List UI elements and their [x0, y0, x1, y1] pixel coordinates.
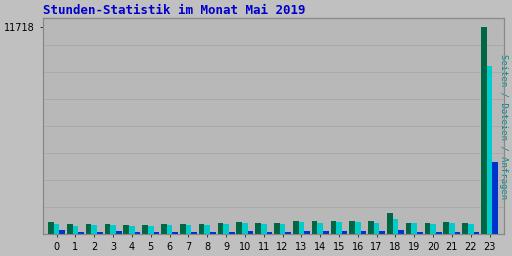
Bar — [323, 231, 329, 234]
Bar — [59, 230, 65, 234]
Bar — [298, 222, 304, 234]
Bar — [204, 225, 210, 234]
Bar — [379, 231, 385, 234]
Bar — [417, 232, 423, 234]
Bar — [191, 232, 197, 234]
Bar — [336, 222, 342, 234]
Bar — [92, 225, 97, 234]
Bar — [86, 224, 92, 234]
Bar — [67, 225, 73, 234]
Bar — [280, 225, 285, 234]
Bar — [342, 231, 348, 234]
Bar — [180, 224, 185, 234]
Bar — [242, 223, 248, 234]
Bar — [185, 225, 191, 234]
Bar — [129, 226, 135, 234]
Bar — [54, 223, 59, 234]
Bar — [223, 224, 229, 234]
Bar — [123, 225, 129, 234]
Bar — [218, 223, 223, 234]
Bar — [267, 232, 272, 234]
Bar — [468, 224, 474, 234]
Bar — [462, 223, 468, 234]
Bar — [135, 232, 140, 234]
Bar — [424, 223, 430, 234]
Bar — [449, 223, 455, 234]
Bar — [455, 232, 460, 234]
Bar — [398, 230, 404, 234]
Bar — [48, 222, 54, 234]
Bar — [167, 225, 173, 234]
Bar — [261, 224, 267, 234]
Bar — [255, 222, 261, 234]
Y-axis label: Seiten / Dateien / Anfragen: Seiten / Dateien / Anfragen — [499, 54, 508, 199]
Bar — [285, 232, 291, 234]
Bar — [97, 232, 103, 234]
Bar — [374, 222, 379, 234]
Bar — [349, 221, 355, 234]
Bar — [436, 232, 441, 234]
Bar — [368, 221, 374, 234]
Text: Stunden-Statistik im Monat Mai 2019: Stunden-Statistik im Monat Mai 2019 — [42, 4, 305, 17]
Bar — [248, 231, 253, 234]
Bar — [142, 225, 148, 234]
Bar — [229, 232, 234, 234]
Bar — [293, 221, 298, 234]
Bar — [161, 224, 167, 234]
Bar — [387, 213, 393, 234]
Bar — [304, 231, 310, 234]
Bar — [406, 222, 412, 234]
Bar — [173, 232, 178, 234]
Bar — [78, 232, 84, 234]
Bar — [331, 221, 336, 234]
Bar — [481, 27, 487, 234]
Bar — [355, 222, 360, 234]
Bar — [148, 226, 154, 234]
Bar — [487, 66, 493, 234]
Bar — [474, 232, 479, 234]
Bar — [154, 232, 159, 234]
Bar — [312, 221, 317, 234]
Bar — [493, 162, 498, 234]
Bar — [443, 222, 449, 234]
Bar — [430, 224, 436, 234]
Bar — [104, 224, 110, 234]
Bar — [412, 223, 417, 234]
Bar — [73, 226, 78, 234]
Bar — [393, 219, 398, 234]
Bar — [317, 222, 323, 234]
Bar — [210, 232, 216, 234]
Bar — [360, 231, 366, 234]
Bar — [237, 222, 242, 234]
Bar — [199, 223, 204, 234]
Bar — [274, 223, 280, 234]
Bar — [116, 231, 122, 234]
Bar — [110, 225, 116, 234]
